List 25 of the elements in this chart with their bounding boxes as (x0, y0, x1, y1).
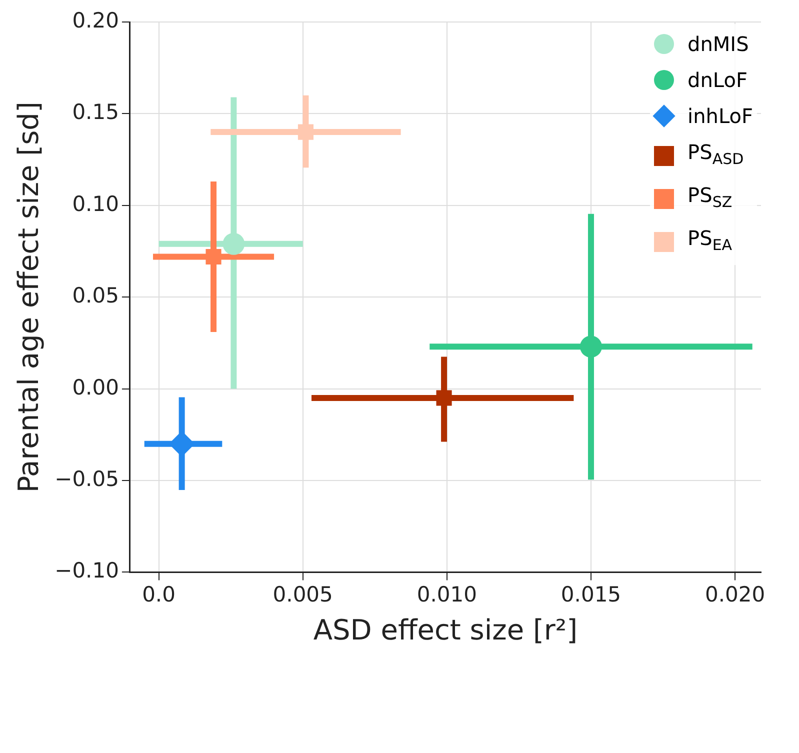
y-tick-label: −0.10 (54, 558, 119, 583)
y-tick-label: −0.05 (54, 466, 119, 491)
y-tick-label: 0.05 (72, 284, 119, 308)
point (298, 124, 314, 140)
y-tick-label: 0.20 (72, 8, 119, 32)
legend-label: PS$_{EA}$ (688, 225, 732, 256)
legend-label: PS$_{ASD}$ (688, 139, 744, 170)
x-axis-title: ASD effect size [r²] (313, 613, 578, 646)
x-tick-label: 0.015 (560, 582, 622, 606)
point (222, 232, 245, 255)
legend-label: dnLoF (688, 67, 748, 94)
point (436, 390, 452, 406)
legend-label: inhLoF (688, 103, 753, 130)
x-tick-label: 0.020 (705, 582, 766, 606)
y-tick-label: 0.15 (72, 100, 119, 124)
y-axis-title: Parental age effect size [sd] (12, 102, 46, 493)
x-tick-label: 0.0 (142, 582, 176, 606)
x-tick-label: 0.010 (416, 582, 477, 606)
legend-label: PS$_{SZ}$ (688, 182, 732, 213)
y-tick-label: 0.10 (72, 192, 119, 216)
point (580, 336, 602, 358)
y-tick-label: 0.00 (72, 375, 119, 400)
point (206, 248, 222, 265)
legend-label: dnMIS (688, 31, 749, 58)
x-tick-label: 0.005 (272, 582, 333, 606)
